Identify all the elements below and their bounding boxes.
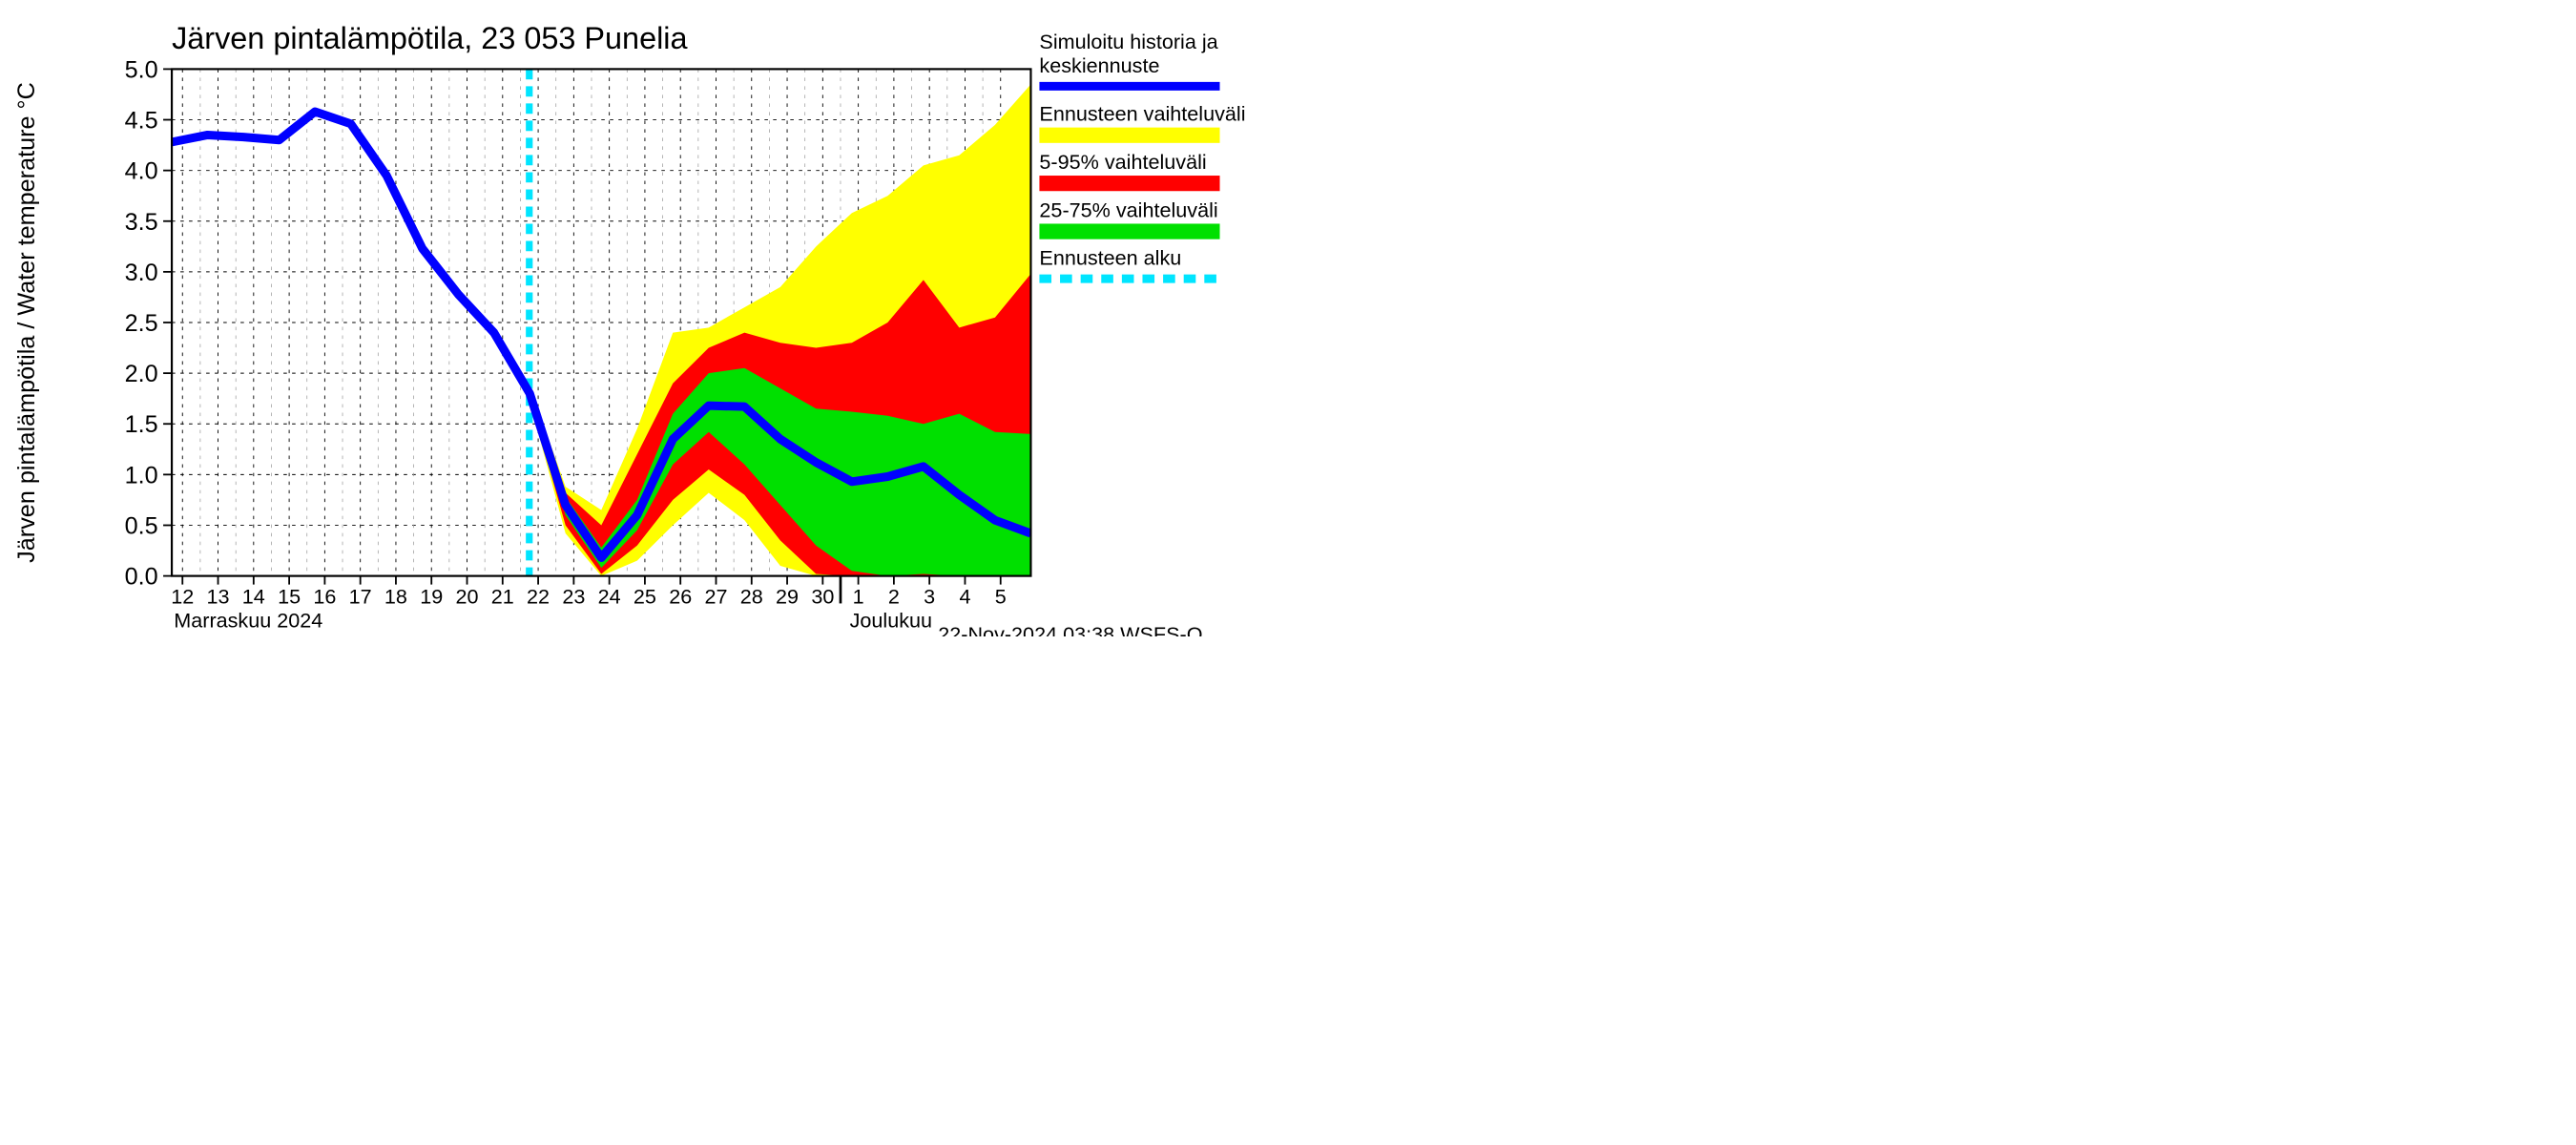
month-label-en: December — [850, 633, 945, 636]
footer-text: 22-Nov-2024 03:38 WSFS-O — [938, 622, 1202, 636]
x-tick-label: 20 — [455, 584, 478, 608]
y-axis-label: Järven pintalämpötila / Water temperatur… — [13, 82, 40, 563]
y-tick-label: 5.0 — [125, 56, 158, 83]
x-tick-label: 15 — [278, 584, 301, 608]
legend-label: Simuloitu historia ja — [1039, 30, 1218, 53]
y-tick-label: 3.0 — [125, 260, 158, 286]
x-tick-label: 2 — [888, 584, 900, 608]
x-tick-label: 5 — [995, 584, 1007, 608]
x-tick-label: 29 — [776, 584, 799, 608]
x-tick-label: 16 — [313, 584, 336, 608]
chart-svg: 0.00.51.01.52.02.53.03.54.04.55.01213141… — [0, 0, 1431, 636]
x-tick-label: 14 — [242, 584, 265, 608]
x-tick-label: 13 — [207, 584, 230, 608]
x-tick-label: 27 — [704, 584, 727, 608]
x-tick-label: 30 — [811, 584, 834, 608]
legend-label: 5-95% vaihteluväli — [1039, 150, 1206, 174]
x-tick-label: 28 — [740, 584, 763, 608]
x-tick-label: 18 — [384, 584, 407, 608]
y-tick-label: 0.5 — [125, 512, 158, 539]
y-tick-label: 1.5 — [125, 411, 158, 438]
legend-swatch — [1039, 223, 1219, 239]
legend-swatch — [1039, 176, 1219, 191]
x-tick-label: 21 — [491, 584, 514, 608]
x-tick-label: 19 — [420, 584, 443, 608]
chart-container: 0.00.51.01.52.02.53.03.54.04.55.01213141… — [0, 0, 1431, 636]
y-tick-label: 2.5 — [125, 310, 158, 337]
legend-label: keskiennuste — [1039, 53, 1159, 77]
y-tick-label: 0.0 — [125, 564, 158, 591]
x-tick-label: 22 — [527, 584, 550, 608]
y-tick-label: 1.0 — [125, 462, 158, 489]
x-tick-label: 26 — [669, 584, 692, 608]
month-label-fi: Marraskuu 2024 — [174, 609, 322, 633]
y-tick-label: 2.0 — [125, 361, 158, 387]
x-tick-label: 25 — [634, 584, 656, 608]
x-tick-label: 3 — [924, 584, 935, 608]
x-tick-label: 12 — [171, 584, 194, 608]
x-tick-label: 1 — [853, 584, 864, 608]
y-tick-label: 4.0 — [125, 158, 158, 185]
y-tick-label: 4.5 — [125, 108, 158, 135]
month-label-fi: Joulukuu — [850, 609, 932, 633]
x-tick-label: 23 — [562, 584, 585, 608]
x-tick-label: 4 — [959, 584, 970, 608]
month-label-en: November — [174, 633, 269, 636]
legend-label: 25-75% vaihteluväli — [1039, 198, 1217, 221]
chart-title: Järven pintalämpötila, 23 053 Punelia — [172, 21, 688, 55]
legend-label: Ennusteen alku — [1039, 246, 1181, 270]
y-tick-label: 3.5 — [125, 209, 158, 236]
x-tick-label: 17 — [349, 584, 372, 608]
x-tick-label: 24 — [598, 584, 621, 608]
legend-label: Ennusteen vaihteluväli — [1039, 101, 1245, 125]
legend-swatch — [1039, 128, 1219, 143]
